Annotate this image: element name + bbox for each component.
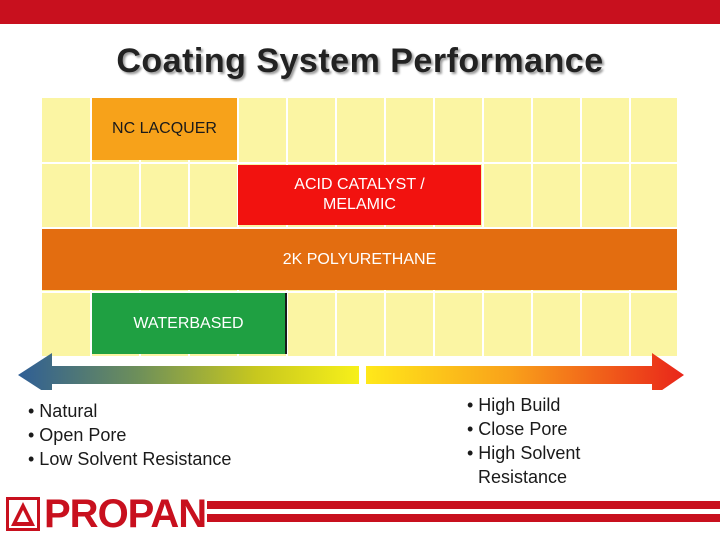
slide-title: Coating System Performance: [116, 42, 604, 80]
left-note-item: • Low Solvent Resistance: [28, 449, 232, 469]
top-red-bar: [0, 0, 720, 24]
waterbased-bar: WATERBASED: [92, 293, 287, 354]
grid-line: [42, 162, 677, 164]
grid-line: [42, 227, 677, 229]
nc-lacquer-bar: NC LACQUER: [92, 98, 237, 160]
bottom-red-bar: [207, 501, 720, 509]
right-note-item: • High Solvent Resistance: [467, 443, 581, 487]
right-notes-list: • High Build • Close Pore • High Solvent…: [467, 393, 618, 489]
arrow-left-segment: [18, 353, 359, 390]
propan-logo-text: PROPAN: [44, 492, 207, 536]
propan-logo: PROPAN: [6, 492, 207, 536]
bottom-red-bar: [207, 514, 720, 522]
acid-catalyst-label: ACID CATALYST / MELAMIC: [294, 176, 425, 213]
grid-line: [42, 291, 677, 293]
nc-lacquer-label: NC LACQUER: [112, 120, 217, 137]
arrow-right-segment: [366, 353, 684, 390]
polyurethane-2k-label: 2K POLYURETHANE: [282, 250, 437, 268]
right-note-item: • High Build: [467, 395, 561, 415]
waterbased-label: WATERBASED: [133, 314, 244, 332]
polyurethane-2k-bar: 2K POLYURETHANE: [42, 229, 677, 290]
left-note-item: • Natural: [28, 401, 98, 421]
acid-catalyst-bar: ACID CATALYST / MELAMIC: [238, 165, 481, 225]
left-note-item: • Open Pore: [28, 425, 127, 445]
left-notes-list: • Natural • Open Pore • Low Solvent Resi…: [28, 399, 231, 471]
propan-emblem-icon: [6, 497, 40, 531]
right-note-item: • Close Pore: [467, 419, 568, 439]
performance-scale-arrow: [18, 353, 684, 390]
